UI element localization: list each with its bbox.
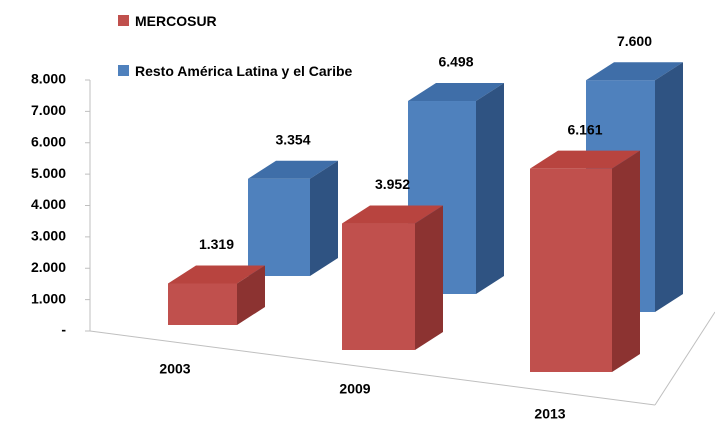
legend-swatch <box>118 65 129 76</box>
y-tick-label: 5.000 <box>31 165 66 181</box>
bar-front <box>342 223 415 350</box>
bar-front <box>248 178 310 276</box>
y-tick-label: 4.000 <box>31 196 66 212</box>
bar-top <box>168 265 265 284</box>
bar-top <box>586 62 683 81</box>
data-label: 3.354 <box>275 131 310 147</box>
y-tick-label: 1.000 <box>31 290 66 306</box>
legend-item: MERCOSUR <box>118 10 368 32</box>
bar-top <box>408 83 504 102</box>
y-tick-label: 3.000 <box>31 228 66 244</box>
legend-item: Resto América Latina y el Caribe <box>118 60 368 82</box>
bar-side <box>476 83 504 294</box>
y-tick-label: 8.000 <box>31 71 66 87</box>
x-tick-label: 2013 <box>534 406 565 422</box>
bar-top <box>248 160 338 179</box>
bar-side <box>655 62 683 313</box>
y-tick-label: 2.000 <box>31 259 66 275</box>
legend-label: Resto América Latina y el Caribe <box>135 63 353 79</box>
data-label: 3.952 <box>375 176 410 192</box>
data-label: 6.498 <box>438 54 473 70</box>
y-tick-label: - <box>61 322 66 338</box>
bar-side <box>612 150 640 372</box>
bar-front <box>530 168 612 372</box>
bar-top <box>342 205 443 224</box>
bar-side <box>237 265 265 325</box>
legend-label: MERCOSUR <box>135 13 217 29</box>
data-label: 1.319 <box>199 236 234 252</box>
bar-side <box>310 160 338 276</box>
legend-swatch <box>118 15 129 26</box>
bar-side <box>415 205 443 350</box>
data-label: 6.161 <box>567 121 602 137</box>
bar-front <box>168 283 237 325</box>
y-tick-label: 7.000 <box>31 102 66 118</box>
x-tick-label: 2003 <box>159 361 190 377</box>
y-tick-label: 6.000 <box>31 133 66 149</box>
data-label: 7.600 <box>617 33 652 49</box>
x-tick-label: 2009 <box>339 381 370 397</box>
bar-top <box>530 150 640 169</box>
